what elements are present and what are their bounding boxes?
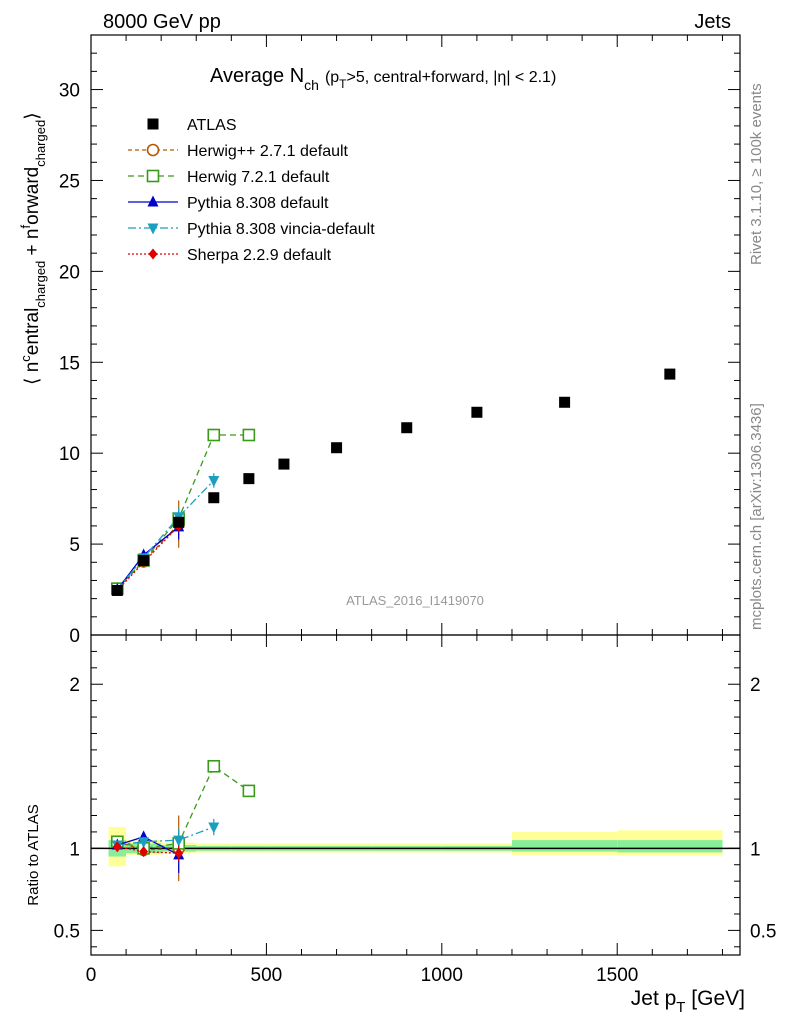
sherpa-2-2-9-default-ratio-line <box>117 846 179 854</box>
legend-atlas-label: ATLAS <box>187 117 237 134</box>
atlas-data-point <box>208 492 220 504</box>
main-y-axis-label: ⟨ ncentralcharged + nforwardcharged⟩ <box>18 112 48 385</box>
sherpa-2-2-9-default-ratio-point <box>112 841 122 853</box>
pythia-8-308-vincia-default-point <box>208 475 220 487</box>
y-tick-label: 10 <box>59 444 80 465</box>
ratio-y-tick-label: 2 <box>69 675 80 696</box>
herwig-7-2-1-default-point <box>242 428 256 442</box>
herwig-7-2-1-default-ratio-point <box>242 784 256 798</box>
x-tick-label: 1000 <box>421 965 463 986</box>
x-tick-label: 0 <box>86 965 97 986</box>
legend-sherpa-2-2-9-default-marker <box>148 248 158 260</box>
ratio-y-tick-label-right: 2 <box>750 675 761 696</box>
legend-herwig-2-7-1-default-label: Herwig++ 2.7.1 default <box>187 143 349 160</box>
y-tick-label: 5 <box>69 535 80 556</box>
y-tick-label: 20 <box>59 262 80 283</box>
atlas-data-point <box>331 442 343 454</box>
ratio-y-axis-label: Ratio to ATLAS <box>25 804 42 905</box>
legend-herwig-2-7-1-default-marker <box>146 143 160 157</box>
pythia-8-308-vincia-default-ratio-line <box>117 826 215 846</box>
energy-label: 8000 GeV pp <box>103 11 221 33</box>
category-label: Jets <box>694 11 731 33</box>
main-title: Average Nch (pT>5, central+forward, |η| <… <box>210 65 556 93</box>
legend: ATLAS Herwig++ 2.7.1 default Herwig 7.2.1 … <box>128 117 375 264</box>
sherpa-2-2-9-default-ratio-point <box>174 847 184 859</box>
sherpa-2-2-9-default-line <box>116 525 180 591</box>
y-tick-label: 0 <box>69 626 80 647</box>
uncertainty-band-inner <box>617 840 723 853</box>
ratio-plot-frame <box>90 634 741 956</box>
sherpa-2-2-9-default-ratio-point <box>139 846 149 858</box>
ratio-y-tick-label: 1 <box>69 839 80 860</box>
atlas-data-point <box>401 422 413 434</box>
y-tick-label: 25 <box>59 171 80 192</box>
analysis-watermark: ATLAS_2016_I1419070 <box>346 593 484 608</box>
pythia-8-308-vincia-default-line <box>116 480 215 590</box>
pythia-8-308-vincia-default-ratio-point <box>208 822 220 834</box>
pythia-8-308-vincia-default-ratio-point <box>173 835 185 847</box>
legend-herwig-7-2-1-default-marker <box>146 169 160 183</box>
atlas-data-point <box>243 473 255 485</box>
atlas-data-point <box>173 516 185 528</box>
atlas-data-point <box>559 396 571 408</box>
legend-atlas-marker <box>147 118 159 130</box>
main-panel: 0 5 10 15 20 25 30 <box>59 34 741 647</box>
herwig-7-2-1-default-ratio-point <box>207 759 221 773</box>
atlas-data-point <box>471 406 483 418</box>
atlas-data-point <box>111 584 123 596</box>
y-tick-label: 15 <box>59 353 80 374</box>
ratio-y-tick-label-right: 0.5 <box>750 921 776 942</box>
pythia-8-308-vincia-default-ratio-point <box>138 837 150 849</box>
rivet-label: Rivet 3.1.10, ≥ 100k events <box>748 83 765 265</box>
legend-pythia-8-308-default-marker <box>147 195 159 207</box>
legend-pythia-8-308-default-label: Pythia 8.308 default <box>187 195 329 212</box>
ratio-panel: 0 500 1000 1500 0.5 0.5 1 1 2 2 <box>54 634 776 986</box>
legend-herwig-7-2-1-default-label: Herwig 7.2.1 default <box>187 169 330 186</box>
legend-sherpa-2-2-9-default-label: Sherpa 2.2.9 default <box>187 247 332 264</box>
x-tick-label: 1500 <box>596 965 638 986</box>
ratio-y-tick-label-right: 1 <box>750 839 761 860</box>
ratio-y-tick-label: 0.5 <box>54 921 80 942</box>
atlas-data-point <box>278 458 290 470</box>
mcplots-label: mcplots.cern.ch [arXiv:1306.3436] <box>748 403 765 630</box>
atlas-data-point <box>664 368 676 380</box>
x-tick-label: 500 <box>251 965 283 986</box>
legend-pythia-8-308-vincia-default-marker <box>147 223 159 235</box>
legend-pythia-8-308-vincia-default-label: Pythia 8.308 vincia-default <box>187 221 375 238</box>
y-tick-label: 30 <box>59 81 80 102</box>
uncertainty-band-inner <box>511 840 618 852</box>
x-axis-label: Jet pT [GeV] <box>631 987 745 1016</box>
atlas-data-point <box>138 554 150 566</box>
herwig-7-2-1-default-point <box>207 428 221 442</box>
